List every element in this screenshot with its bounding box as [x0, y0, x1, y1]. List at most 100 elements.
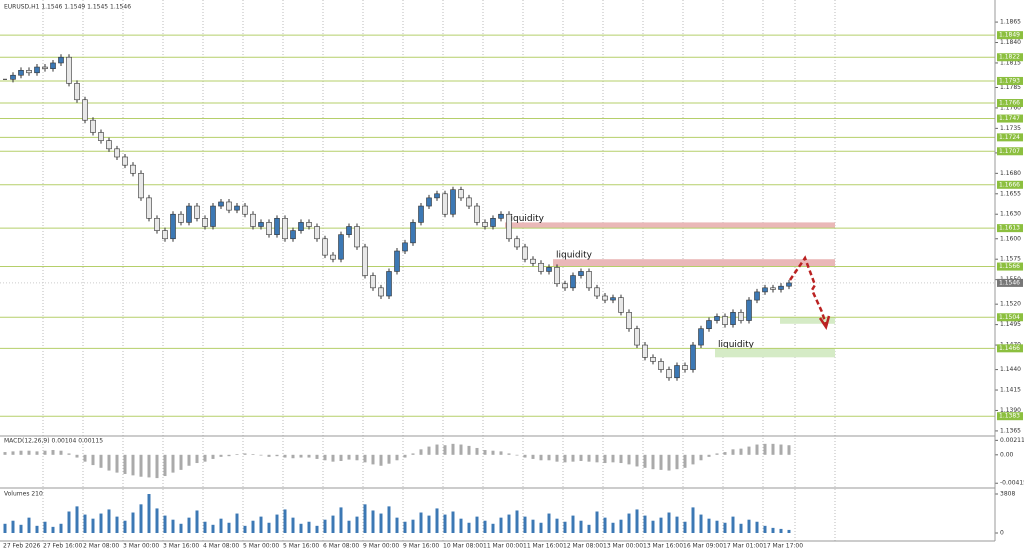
volume-bar	[355, 516, 359, 533]
volume-bar	[275, 514, 279, 533]
volume-bar	[755, 521, 759, 533]
candle	[522, 246, 528, 260]
macd-bar	[51, 450, 55, 455]
y-tick-label: 1.1365	[1000, 427, 1021, 434]
macd-bar	[739, 448, 743, 455]
candle	[266, 222, 272, 235]
volume-bar	[699, 514, 703, 533]
date-label: 6 Mar 08:00	[323, 543, 359, 550]
candle	[42, 66, 48, 69]
volume-bar	[667, 512, 671, 533]
volume-bar	[147, 494, 151, 533]
candle	[754, 291, 760, 301]
date-label: 9 Mar 00:00	[363, 543, 399, 550]
candle	[426, 197, 432, 207]
macd-bar	[59, 450, 63, 455]
macd-bar	[251, 454, 255, 455]
y-tick-label: 1.1680	[1000, 170, 1021, 177]
volume-bar	[59, 523, 63, 533]
level-label-box	[997, 53, 1023, 62]
candle	[770, 287, 776, 290]
macd-bar	[507, 453, 511, 455]
candle	[666, 369, 672, 379]
liquidity-zone	[505, 222, 835, 229]
volume-bar	[723, 522, 727, 533]
macd-bar	[267, 454, 271, 457]
macd-bar	[451, 443, 455, 455]
liquidity-zone	[715, 348, 835, 358]
candle	[250, 213, 256, 227]
y-tick-label: 1.1575	[1000, 256, 1021, 263]
volume-bar	[339, 507, 343, 533]
date-label: 9 Mar 16:00	[403, 543, 439, 550]
volume-bar	[227, 522, 231, 533]
macd-bar	[75, 454, 79, 458]
level-label: 1.1724	[999, 134, 1020, 141]
y-tick-label: 1.1840	[1000, 39, 1021, 46]
macd-bar	[355, 454, 359, 461]
candle	[594, 287, 600, 297]
volume-bar	[307, 521, 311, 533]
volume-bar	[323, 519, 327, 533]
candle	[578, 271, 584, 276]
liquidity-zone	[553, 259, 835, 267]
macd-bar	[283, 454, 287, 458]
level-label-box	[997, 114, 1023, 123]
macd-bar	[707, 454, 711, 457]
candle	[490, 218, 496, 227]
candle	[450, 189, 456, 215]
macd-bar	[771, 443, 775, 455]
level-label-box	[997, 180, 1023, 189]
volume-bar	[203, 521, 207, 533]
macd-bar	[683, 454, 687, 468]
volume-bar	[187, 517, 191, 533]
macd-bar	[107, 454, 111, 471]
volume-bar	[67, 511, 71, 533]
volume-bar	[403, 521, 407, 533]
candle	[602, 295, 608, 301]
macd-bar	[579, 454, 583, 461]
volume-title: Volumes 210	[4, 491, 43, 498]
volume-bar	[331, 515, 335, 533]
macd-bar	[339, 454, 343, 461]
candle	[242, 205, 248, 215]
macd-bar	[307, 454, 311, 458]
volume-bar	[91, 518, 95, 533]
macd-bar	[691, 454, 695, 465]
macd-bar	[235, 454, 239, 455]
macd-bar	[587, 454, 591, 462]
macd-bar	[571, 454, 575, 462]
macd-bar	[731, 449, 735, 455]
macd-bar	[659, 454, 663, 470]
candle	[234, 205, 240, 211]
volume-bar	[363, 504, 367, 533]
volume-bar	[395, 517, 399, 533]
candle	[274, 218, 280, 235]
macd-bar	[195, 454, 199, 464]
macd-bar	[459, 444, 463, 455]
candle	[610, 297, 616, 301]
candle	[658, 361, 664, 370]
macd-bar	[619, 454, 623, 464]
level-label: 1.1566	[999, 263, 1020, 270]
candle	[178, 213, 184, 223]
candle	[482, 222, 488, 227]
macd-bar	[499, 451, 503, 455]
volume-bar	[587, 524, 591, 533]
candle	[338, 234, 344, 260]
macd-bar	[675, 454, 679, 470]
macd-bar	[275, 454, 279, 457]
candle	[106, 140, 112, 150]
macd-bar	[387, 454, 391, 464]
macd-bar	[259, 454, 263, 456]
candle	[130, 164, 136, 174]
macd-bar	[523, 454, 527, 458]
candle	[714, 316, 720, 321]
macd-bar	[643, 454, 647, 468]
date-label: 4 Mar 08:00	[203, 543, 239, 550]
candle	[74, 83, 80, 101]
zone-label: liquidity	[508, 214, 545, 224]
candle	[58, 56, 64, 64]
level-label-box	[997, 224, 1023, 233]
